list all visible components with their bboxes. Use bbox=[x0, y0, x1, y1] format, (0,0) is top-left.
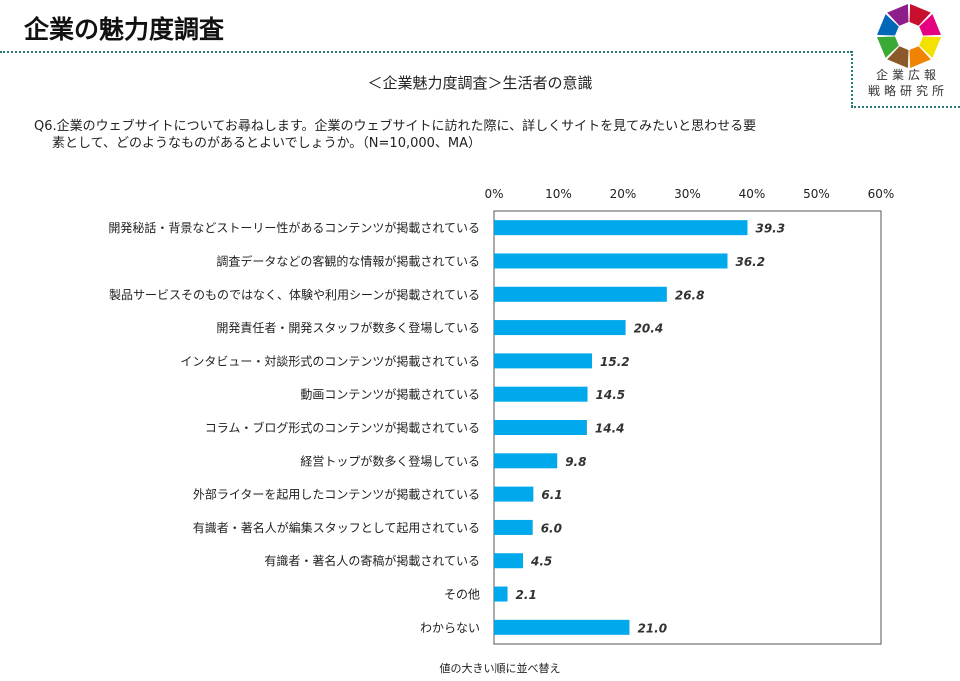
divider bbox=[851, 106, 960, 108]
logo-segment bbox=[919, 36, 941, 58]
data-label: 26.8 bbox=[675, 288, 705, 302]
bar bbox=[494, 486, 534, 502]
bar bbox=[494, 320, 626, 336]
category-label: コラム・ブログ形式のコンテンツが掲載されている bbox=[205, 420, 480, 435]
logo-segment bbox=[877, 36, 899, 58]
x-tick-label: 30% bbox=[674, 187, 701, 201]
data-label: 6.0 bbox=[541, 521, 562, 535]
logo-icon bbox=[877, 4, 941, 68]
bar bbox=[494, 586, 508, 602]
category-label: 開発秘話・背景などストーリー性があるコンテンツが掲載されている bbox=[108, 220, 480, 235]
x-tick-label: 20% bbox=[610, 187, 637, 201]
data-label: 39.3 bbox=[755, 222, 785, 236]
page-title: 企業の魅力度調査 bbox=[24, 15, 225, 44]
logo-segment bbox=[919, 14, 941, 36]
divider bbox=[851, 51, 853, 107]
data-label: 9.8 bbox=[565, 455, 586, 469]
category-label: その他 bbox=[444, 588, 480, 602]
bar bbox=[494, 220, 748, 236]
data-label: 21.0 bbox=[637, 621, 667, 635]
category-label: 外部ライターを起用したコンテンツが掲載されている bbox=[193, 487, 480, 502]
logo-segment bbox=[909, 46, 931, 68]
x-tick-label: 0% bbox=[484, 187, 503, 201]
category-label: 調査データなどの客観的な情報が掲載されている bbox=[216, 253, 480, 268]
category-label: 動画コンテンツが掲載されている bbox=[300, 387, 480, 402]
logo-segment bbox=[909, 4, 931, 26]
category-label: 製品サービスそのものではなく、体験や利用シーンが掲載されている bbox=[109, 287, 480, 302]
data-label: 36.2 bbox=[735, 255, 765, 269]
category-label: 開発責任者・開発スタッフが数多く登場している bbox=[216, 320, 480, 335]
bar bbox=[494, 553, 524, 569]
logo-segment bbox=[877, 14, 899, 36]
bar bbox=[494, 386, 588, 402]
x-tick-label: 40% bbox=[739, 187, 766, 201]
x-tick-label: 10% bbox=[545, 187, 572, 201]
data-label: 2.1 bbox=[516, 588, 537, 602]
data-label: 20.4 bbox=[634, 322, 664, 336]
bar bbox=[494, 353, 593, 369]
data-label: 15.2 bbox=[600, 355, 630, 369]
data-label: 14.5 bbox=[596, 388, 626, 402]
data-label: 6.1 bbox=[541, 488, 562, 502]
bar bbox=[494, 519, 533, 535]
subtitle: ＜企業魅力度調査＞生活者の意識 bbox=[367, 74, 593, 92]
category-label: わからない bbox=[420, 621, 480, 635]
logo-segment bbox=[887, 4, 909, 26]
question-line: Q6.企業のウェブサイトについてお尋ねします。企業のウェブサイトに訪れた際に、詳… bbox=[34, 119, 757, 134]
sort-note: 値の大きい順に並べ替え bbox=[439, 662, 561, 675]
x-tick-label: 60% bbox=[868, 187, 895, 201]
question-line: 素として、どのようなものがあるとよいでしょうか。（N=10,000、MA） bbox=[52, 136, 482, 151]
bar bbox=[494, 453, 558, 469]
divider bbox=[0, 51, 852, 53]
logo-text: 企業広報 bbox=[875, 68, 940, 82]
question-text: Q6.企業のウェブサイトについてお尋ねします。企業のウェブサイトに訪れた際に、詳… bbox=[34, 118, 854, 152]
bar bbox=[494, 253, 728, 269]
bar bbox=[494, 619, 630, 635]
bar bbox=[494, 286, 667, 302]
bar bbox=[494, 420, 587, 435]
logo-text: 戦略研究所 bbox=[867, 84, 948, 98]
logo-segment bbox=[887, 46, 909, 68]
data-label: 14.4 bbox=[595, 422, 625, 436]
data-label: 4.5 bbox=[530, 555, 552, 569]
category-label: 有識者・著名人の寄稿が掲載されている bbox=[264, 553, 480, 568]
x-tick-label: 50% bbox=[803, 187, 830, 201]
category-label: インタビュー・対談形式のコンテンツが掲載されている bbox=[180, 353, 480, 368]
category-label: 経営トップが数多く登場している bbox=[300, 453, 480, 468]
category-label: 有識者・著名人が編集スタッフとして起用されている bbox=[193, 520, 480, 535]
